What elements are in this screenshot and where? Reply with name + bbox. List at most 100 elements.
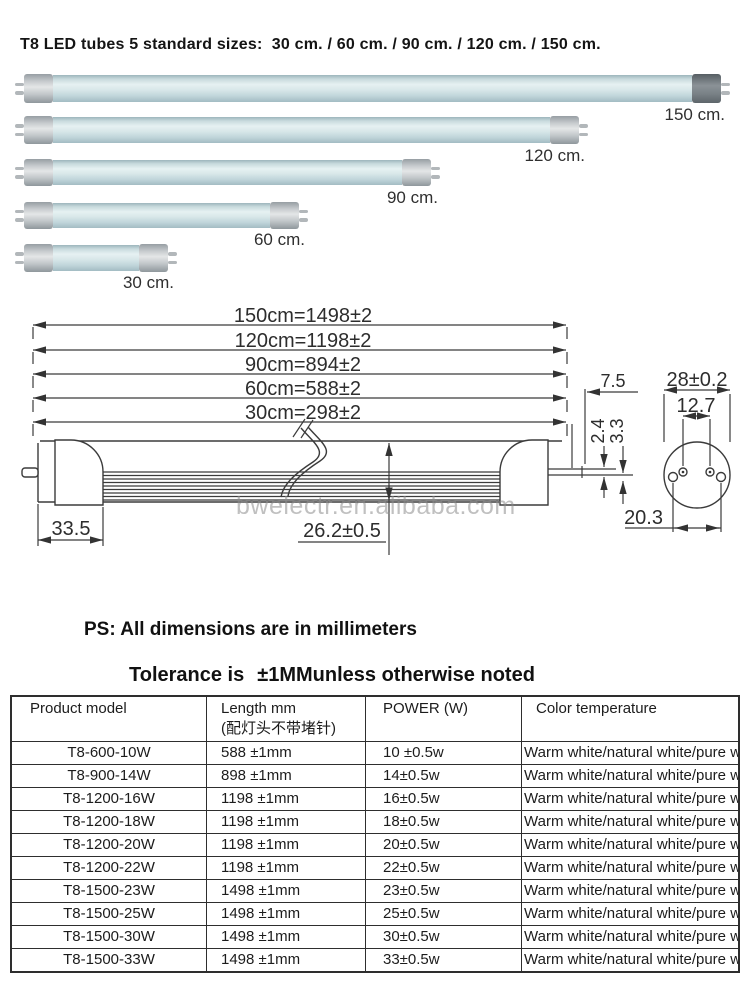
cell-length: 1498 ±1mm [206, 902, 366, 926]
cell-length: 1198 ±1mm [206, 856, 366, 880]
tube-photo-150 [15, 74, 730, 103]
cell-color: Warm white/natural white/pure white [521, 902, 740, 926]
cell-power: 22±0.5w [365, 856, 522, 880]
tube-endcap [402, 159, 431, 186]
wire [280, 427, 320, 498]
cell-model: T8-900-14W [10, 764, 207, 788]
tube-endcap [139, 244, 168, 272]
tube-pins-icon [579, 124, 588, 136]
cell-power: 18±0.5w [365, 810, 522, 834]
cell-model: T8-1500-33W [10, 948, 207, 973]
watermark: bwelectr.en.alibaba.com [236, 492, 516, 520]
cell-color: Warm white/natural white/pure white [521, 879, 740, 903]
tolerance-suffix: unless otherwise noted [312, 664, 535, 686]
left-pin [21, 467, 39, 478]
cell-power: 33±0.5w [365, 948, 522, 973]
tolerance-prefix: Tolerance is [129, 664, 245, 686]
cell-power: 10 ±0.5w [365, 741, 522, 765]
tube-endcap [24, 202, 53, 229]
tube-pins-icon [431, 166, 440, 179]
cell-model: T8-1500-23W [10, 879, 207, 903]
tube-body [53, 117, 550, 143]
cell-power: 20±0.5w [365, 833, 522, 857]
right-pin [548, 466, 633, 478]
cell-length: 1198 ±1mm [206, 833, 366, 857]
dim-150cm: 150cm=1498±2 [234, 305, 372, 327]
table-row: T8-900-14W 898 ±1mm 14±0.5w Warm white/n… [10, 764, 740, 788]
cell-power: 23±0.5w [365, 879, 522, 903]
tube-body [53, 160, 402, 185]
dim-cap-diameter: 28±0.2 [666, 369, 727, 391]
dim-60cm: 60cm=588±2 [245, 378, 361, 400]
tube-pins-icon [15, 82, 24, 95]
cell-color: Warm white/natural white/pure white [521, 856, 740, 880]
cell-color: Warm white/natural white/pure white [521, 741, 740, 765]
tube-photo-60 [15, 202, 308, 229]
tube-pins-icon [15, 124, 24, 136]
cell-color: Warm white/natural white/pure white [521, 948, 740, 973]
dim-cap-length: 33.5 [52, 518, 91, 540]
dim-pin-a: 2.4 [588, 418, 608, 443]
cell-color: Warm white/natural white/pure white [521, 833, 740, 857]
tube-endcap [24, 74, 53, 103]
col-header-color: Color temperature [521, 695, 740, 742]
tube-label-60: 60 cm. [253, 230, 305, 249]
tube-endcap [270, 202, 299, 229]
cell-length: 1198 ±1mm [206, 787, 366, 811]
table-row: T8-1500-30W 1498 ±1mm 30±0.5w Warm white… [10, 925, 740, 949]
tube-endcap [550, 116, 579, 144]
tube-pins-icon [15, 166, 24, 179]
col-header-length-line2: (配灯头不带堵针) [221, 720, 336, 737]
spec-table-body: T8-600-10W 588 ±1mm 10 ±0.5w Warm white/… [10, 741, 740, 973]
cell-model: T8-1200-22W [10, 856, 207, 880]
tube-body [53, 245, 139, 271]
cell-color: Warm white/natural white/pure white [521, 764, 740, 788]
cell-length: 588 ±1mm [206, 741, 366, 765]
tube-body [53, 203, 270, 228]
ps-note: PS: All dimensions are in millimeters [84, 619, 417, 640]
table-row: T8-1200-22W 1198 ±1mm 22±0.5w Warm white… [10, 856, 740, 880]
page-title: T8 LED tubes 5 standard sizes: 30 cm. / … [20, 36, 601, 53]
left-cap [54, 439, 104, 506]
cell-color: Warm white/natural white/pure white [521, 925, 740, 949]
dim-pin-pitch: 12.7 [677, 395, 716, 417]
tube-pins-icon [299, 209, 308, 222]
tube-pins-icon [15, 209, 24, 222]
tube-pins-icon [168, 252, 177, 264]
tube-endcap [24, 244, 53, 272]
col-header-length: Length mm (配灯头不带堵针) [206, 695, 366, 742]
cell-model: T8-600-10W [10, 741, 207, 765]
technical-drawing: 150cm=1498±2 120cm=1198±2 90cm=894±2 60c… [21, 305, 731, 555]
table-row: T8-1200-20W 1198 ±1mm 20±0.5w Warm white… [10, 833, 740, 857]
tube-label-30: 30 cm. [122, 273, 174, 292]
tube-photo-90 [15, 159, 440, 186]
cell-power: 16±0.5w [365, 787, 522, 811]
table-row: T8-1500-25W 1498 ±1mm 25±0.5w Warm white… [10, 902, 740, 926]
cell-color: Warm white/natural white/pure white [521, 787, 740, 811]
dim-pin-b: 3.3 [607, 418, 627, 443]
col-header-model: Product model [10, 695, 207, 742]
table-row: T8-1500-23W 1498 ±1mm 23±0.5w Warm white… [10, 879, 740, 903]
tube-endcap [24, 159, 53, 186]
cell-model: T8-1200-18W [10, 810, 207, 834]
tube-label-150: 150 cm. [664, 105, 725, 124]
tube-pins-icon [15, 252, 24, 264]
tolerance-note: Tolerance is ±1MMunless otherwise noted [129, 664, 535, 687]
dim-30cm: 30cm=298±2 [245, 402, 361, 424]
col-header-length-line1: Length mm [221, 700, 297, 717]
cell-power: 30±0.5w [365, 925, 522, 949]
cell-power: 25±0.5w [365, 902, 522, 926]
cell-length: 1198 ±1mm [206, 810, 366, 834]
dim-tube-diameter: 26.2±0.5 [303, 520, 381, 542]
cell-length: 1498 ±1mm [206, 925, 366, 949]
cell-length: 898 ±1mm [206, 764, 366, 788]
tube-label-120: 120 cm. [524, 146, 585, 165]
cell-length: 1498 ±1mm [206, 879, 366, 903]
spec-table: Product model Length mm (配灯头不带堵针) POWER … [10, 695, 740, 973]
dim-pin-length: 7.5 [600, 371, 625, 391]
tolerance-value: ±1MM [257, 664, 313, 686]
tube-side-view: 7.5 2.4 3.3 26.2±0.5 33.5 [21, 371, 638, 555]
tube-photo-120 [15, 116, 588, 144]
end-cap-view: 28±0.2 12.7 20.3 [624, 369, 731, 532]
